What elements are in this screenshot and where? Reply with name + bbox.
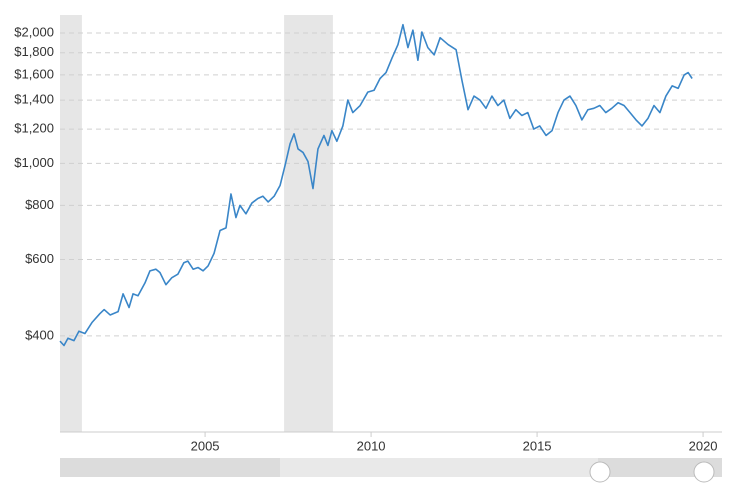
- recession-band: [60, 15, 82, 432]
- price-line: [59, 23, 693, 347]
- y-tick-label: $600: [25, 251, 54, 266]
- y-tick-label: $1,200: [14, 121, 54, 136]
- x-tick-label: 2015: [523, 438, 552, 453]
- x-tick-label: 2020: [689, 438, 718, 453]
- y-tick-label: $1,000: [14, 155, 54, 170]
- navigator-handle[interactable]: [589, 461, 611, 483]
- navigator-window[interactable]: [280, 458, 598, 477]
- navigator-handle[interactable]: [693, 461, 715, 483]
- y-tick-label: $1,600: [14, 66, 54, 81]
- recession-band: [284, 15, 333, 432]
- y-tick-label: $1,800: [14, 44, 54, 59]
- y-tick-label: $1,400: [14, 92, 54, 107]
- y-tick-label: $400: [25, 327, 54, 342]
- y-tick-label: $2,000: [14, 24, 54, 39]
- x-tick-label: 2005: [191, 438, 220, 453]
- y-tick-label: $800: [25, 197, 54, 212]
- x-tick-label: 2010: [357, 438, 386, 453]
